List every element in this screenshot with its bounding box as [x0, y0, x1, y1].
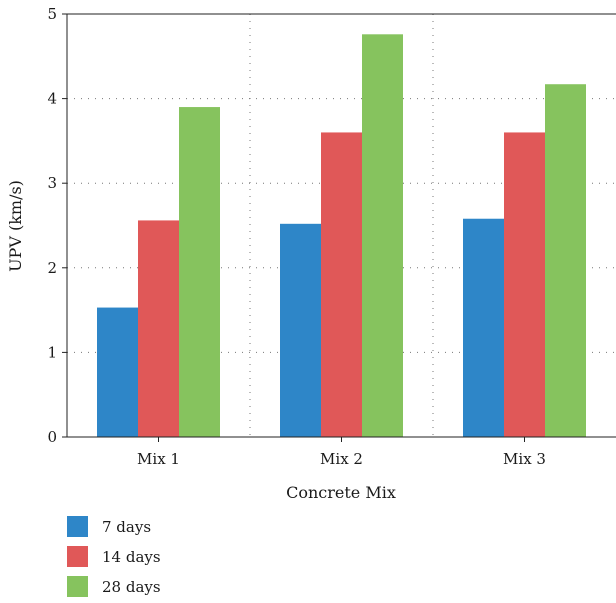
legend-label: 28 days	[102, 578, 161, 596]
x-tick-label: Mix 3	[503, 450, 546, 468]
x-axis-label: Concrete Mix	[286, 483, 396, 502]
bar-28-days-Mix-2	[362, 34, 403, 437]
x-tick-label: Mix 2	[320, 450, 363, 468]
legend-swatch	[67, 516, 88, 537]
x-tick-labels: Mix 1 Mix 2 Mix 3	[137, 437, 546, 468]
bar-28-days-Mix-3	[545, 84, 586, 437]
bar-7-days-Mix-1	[97, 307, 138, 437]
bar-7-days-Mix-2	[280, 223, 321, 437]
legend-label: 14 days	[102, 548, 161, 566]
y-tick-label: 5	[47, 5, 57, 23]
bar-14-days-Mix-1	[138, 220, 179, 437]
bar-28-days-Mix-1	[179, 107, 220, 437]
y-tick-label: 2	[47, 259, 57, 277]
y-tick-label: 4	[47, 90, 57, 108]
legend-swatch	[67, 546, 88, 567]
legend-label: 7 days	[102, 518, 151, 536]
legend: 7 days 14 days 28 days	[67, 516, 161, 597]
x-tick-label: Mix 1	[137, 450, 180, 468]
bar-14-days-Mix-2	[321, 132, 362, 437]
y-axis-label: UPV (km/s)	[6, 180, 25, 272]
y-tick-labels: 0 1 2 3 4 5	[47, 5, 67, 446]
bars	[97, 34, 586, 437]
bar-14-days-Mix-3	[504, 132, 545, 437]
legend-swatch	[67, 576, 88, 597]
y-tick-label: 0	[47, 428, 57, 446]
y-tick-label: 1	[47, 343, 57, 361]
bar-7-days-Mix-3	[463, 218, 504, 437]
y-tick-label: 3	[47, 174, 57, 192]
